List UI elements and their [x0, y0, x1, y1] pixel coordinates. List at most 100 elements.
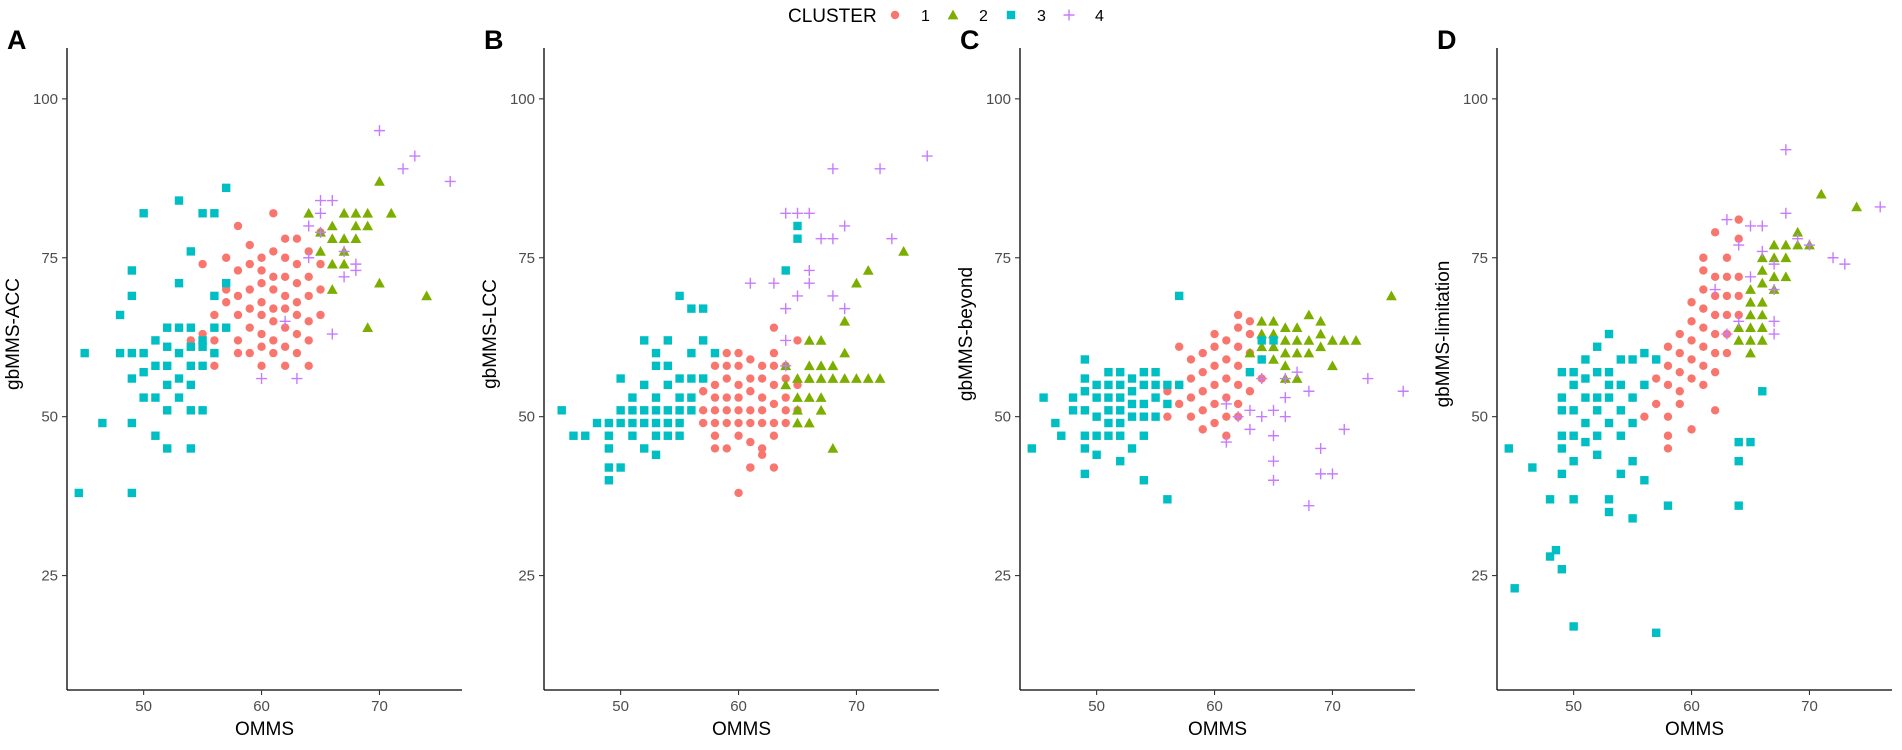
data-point [1163, 387, 1172, 396]
data-point [569, 431, 578, 440]
data-point [839, 303, 851, 315]
data-point [1581, 355, 1590, 364]
data-point [780, 207, 792, 219]
data-point [746, 437, 755, 447]
data-point [362, 322, 374, 333]
legend-label-4: 4 [1095, 8, 1104, 25]
data-point [1080, 387, 1090, 396]
legend-label-3: 3 [1037, 8, 1046, 25]
data-point [698, 336, 708, 345]
data-point [1545, 552, 1555, 561]
data-point [1198, 367, 1207, 377]
data-point [862, 373, 874, 383]
data-point [1104, 380, 1113, 390]
data-point [304, 361, 313, 371]
data-point [1651, 399, 1661, 409]
data-point [1039, 393, 1048, 402]
data-point [257, 298, 266, 307]
data-point [316, 259, 325, 269]
data-point [1303, 309, 1315, 320]
data-point [651, 361, 661, 371]
data-point [722, 406, 731, 415]
data-point [1628, 514, 1637, 523]
data-point [1569, 367, 1578, 377]
data-point [163, 380, 172, 390]
data-point [734, 393, 743, 402]
data-point [1245, 329, 1255, 339]
data-point [257, 342, 266, 351]
data-point [245, 348, 254, 358]
data-point [1733, 322, 1745, 333]
data-point [269, 209, 278, 218]
data-point [640, 336, 649, 345]
data-point [1687, 425, 1696, 434]
data-point [851, 277, 862, 288]
data-point [98, 418, 107, 428]
data-point [127, 374, 137, 383]
data-point [1616, 469, 1626, 479]
data-point [839, 220, 851, 232]
data-point [1581, 374, 1590, 383]
data-point [421, 290, 433, 301]
data-point [746, 418, 755, 428]
data-point [1569, 406, 1578, 415]
data-point [1604, 393, 1614, 402]
data-point [1792, 226, 1804, 237]
x-tick-label: 70 [371, 698, 388, 715]
y-tick-label: 25 [994, 568, 1011, 585]
data-point [1745, 309, 1756, 320]
data-point [1745, 271, 1757, 283]
y-tick-label: 25 [41, 568, 58, 585]
data-point [269, 272, 278, 282]
data-point [1768, 284, 1780, 296]
data-point [663, 380, 673, 390]
y-tick-label: 50 [994, 409, 1011, 426]
data-point [1663, 412, 1673, 421]
data-point [722, 374, 731, 383]
data-point [1557, 469, 1567, 479]
data-point [1268, 341, 1279, 352]
data-point [127, 348, 137, 358]
data-point [722, 444, 731, 453]
data-point [1350, 334, 1362, 345]
data-point [1222, 431, 1231, 440]
data-point [338, 207, 350, 218]
data-point [710, 431, 720, 440]
data-point [1303, 385, 1315, 397]
x-tick-label: 70 [1801, 698, 1818, 715]
data-point [1734, 291, 1743, 301]
data-point [1139, 431, 1149, 440]
data-point [746, 406, 755, 415]
data-point [326, 328, 338, 340]
data-point [1151, 412, 1160, 421]
data-point [257, 310, 266, 320]
y-tick-label: 25 [518, 568, 535, 585]
data-point [221, 253, 231, 262]
data-point [1504, 444, 1513, 453]
data-point [710, 348, 720, 358]
y-tick-label: 100 [33, 91, 58, 108]
series-1 [186, 209, 325, 371]
data-point [1163, 495, 1172, 504]
data-point [792, 404, 803, 415]
data-point [1198, 387, 1207, 396]
x-tick-label: 50 [1565, 698, 1582, 715]
data-point [1803, 239, 1815, 251]
data-point [186, 406, 196, 415]
data-point [245, 323, 254, 332]
data-point [1756, 252, 1768, 263]
y-tick-label: 75 [518, 250, 535, 267]
data-point [1232, 411, 1244, 423]
data-point [1604, 367, 1614, 377]
data-point [174, 196, 184, 205]
data-point [710, 393, 720, 402]
data-point [1279, 347, 1291, 358]
data-point [651, 348, 661, 358]
data-point [1233, 361, 1243, 371]
data-point [698, 374, 708, 383]
x-tick-label: 60 [1683, 698, 1700, 715]
data-point [1699, 380, 1708, 390]
data-point [687, 406, 696, 415]
data-point [210, 348, 219, 358]
data-point [1628, 418, 1637, 428]
